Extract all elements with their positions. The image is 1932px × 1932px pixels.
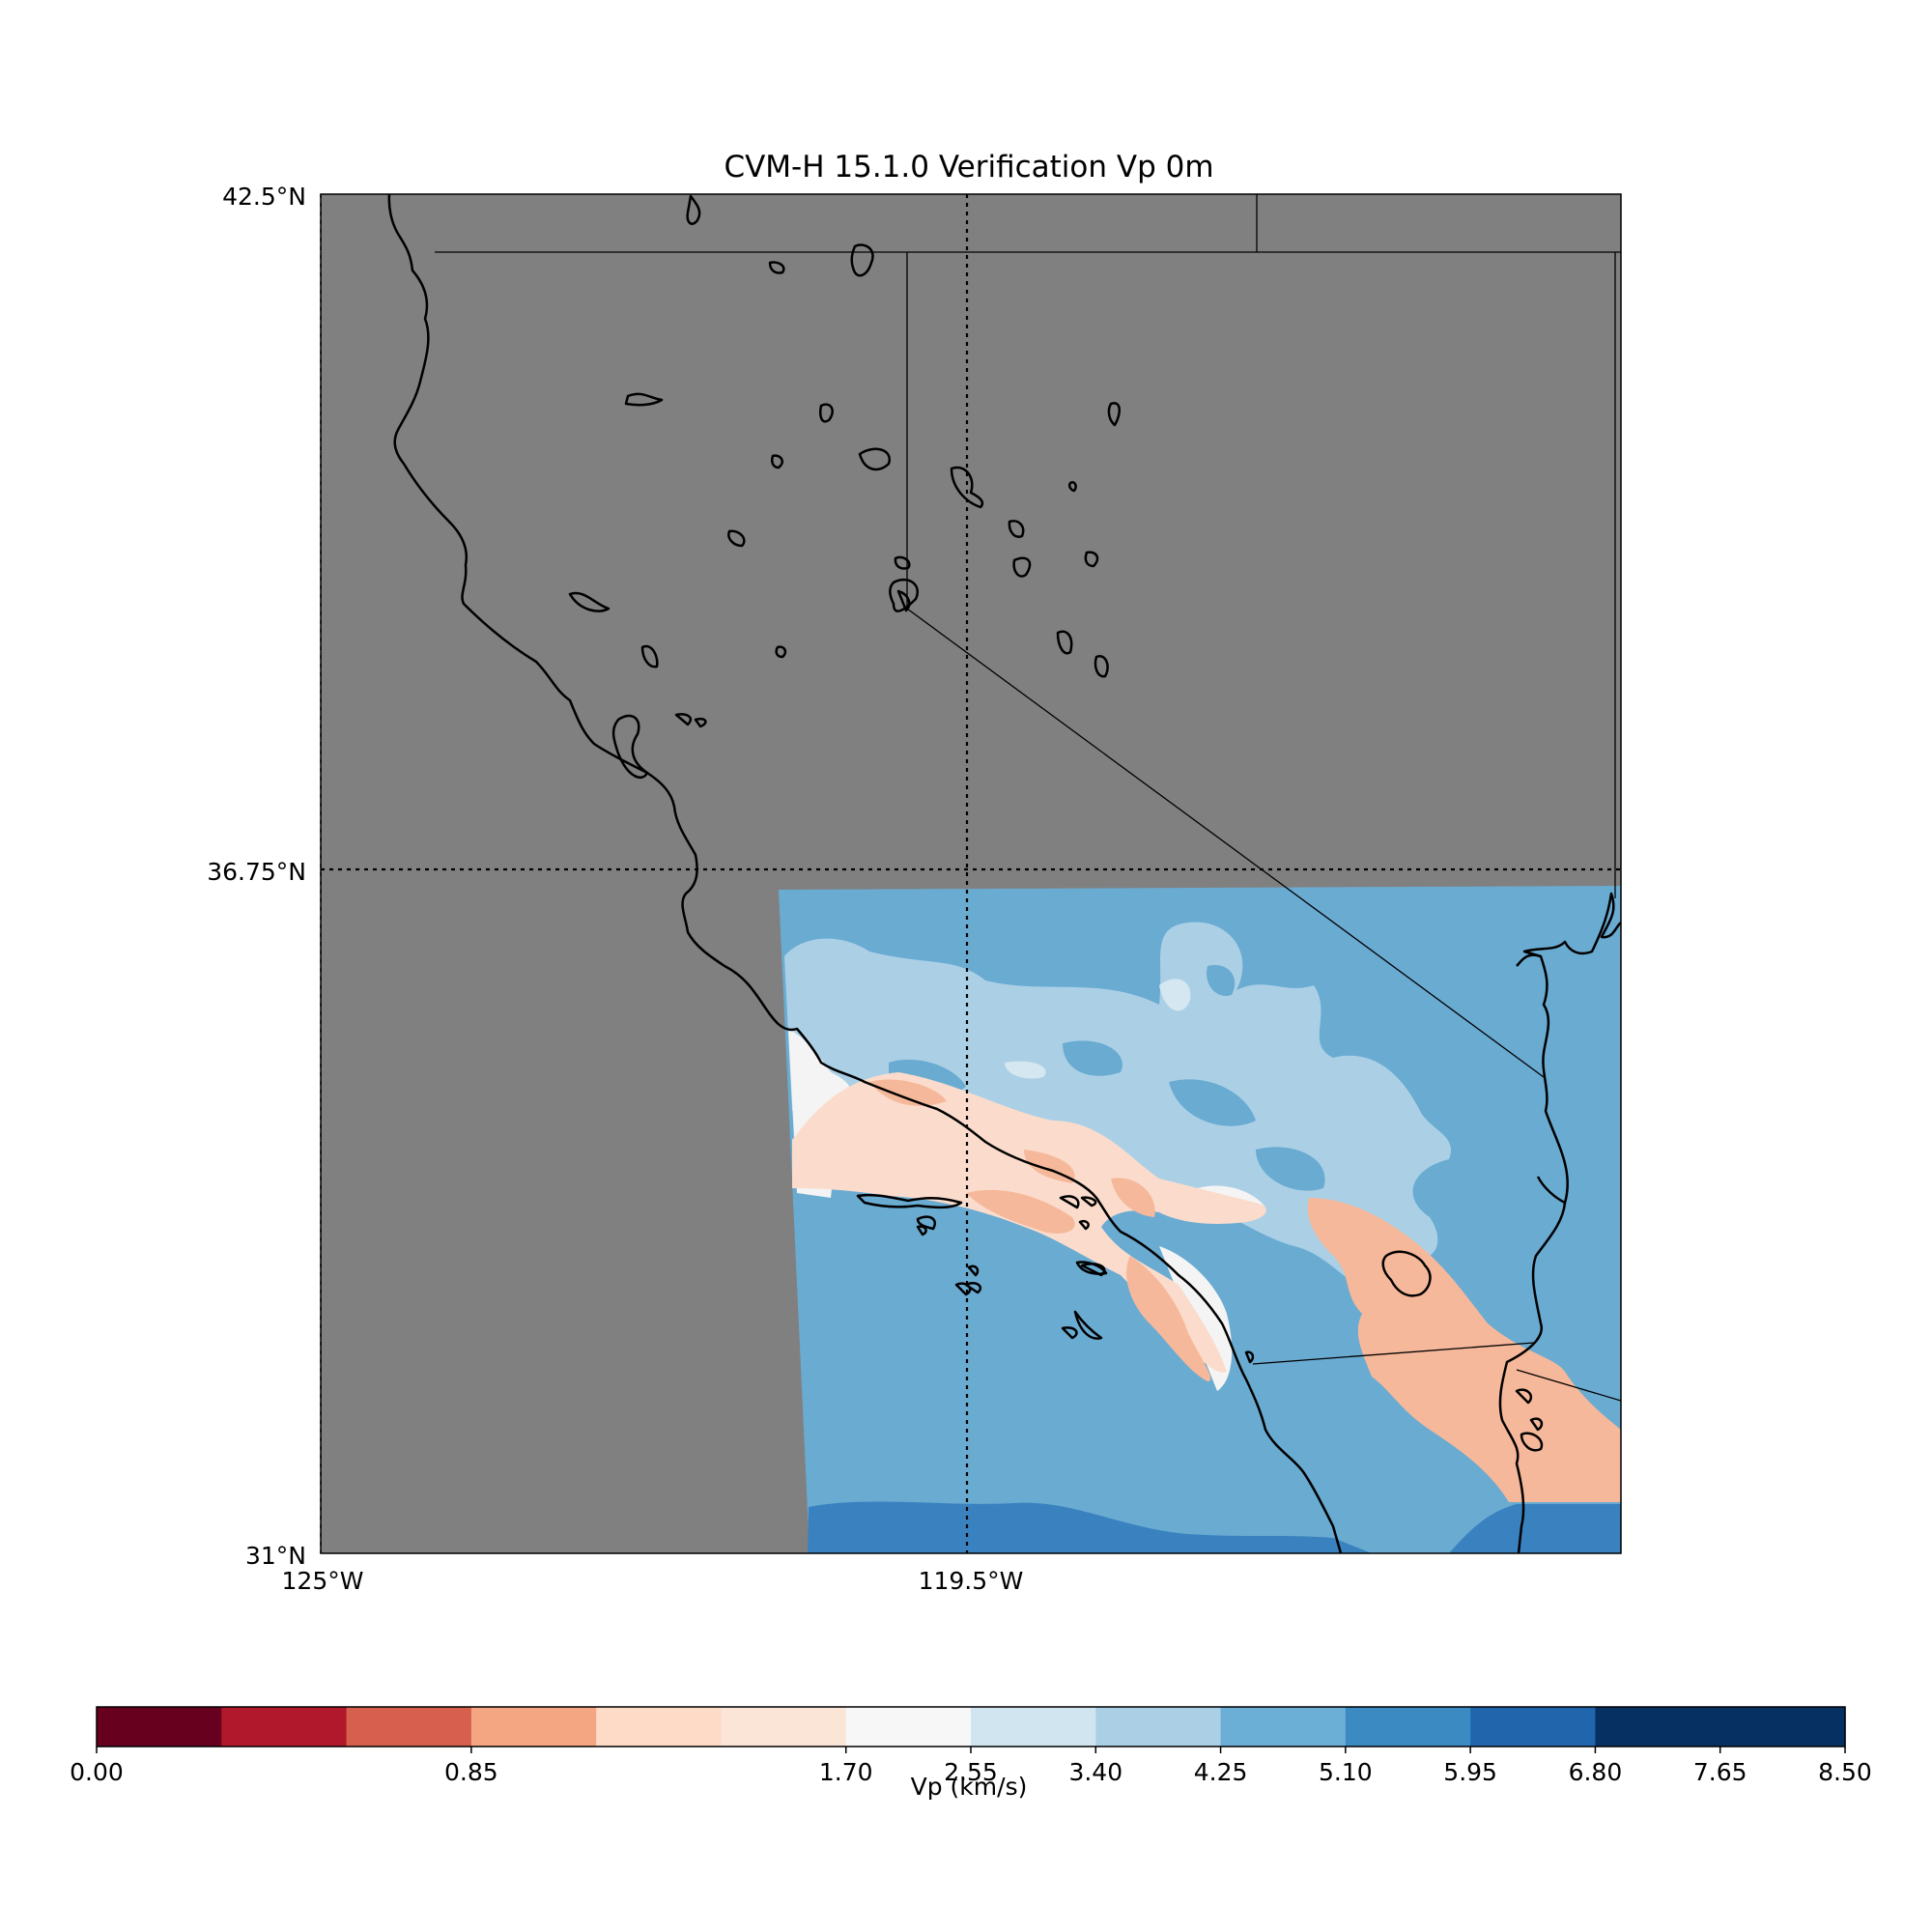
colorbar-tick-label: 0.00 [70, 1758, 124, 1786]
map-panel [320, 193, 1622, 1554]
colorbar-segment [346, 1707, 472, 1747]
colorbar-label: Vp (km/s) [911, 1773, 1028, 1801]
lat-tick-label: 31°N [245, 1542, 306, 1570]
colorbar-tick-label: 6.80 [1569, 1758, 1623, 1786]
lon-tick-label: 125°W [282, 1567, 364, 1595]
colorbar-tick-label: 8.50 [1818, 1758, 1872, 1786]
colorbar-segment [221, 1707, 348, 1747]
colorbar-tick-label: 7.65 [1693, 1758, 1747, 1786]
vp-pocket-4 [1169, 1079, 1256, 1126]
colorbar-segment [97, 1707, 222, 1747]
vp-pocket-2 [1063, 1040, 1122, 1076]
colorbar-segment [1719, 1707, 1846, 1747]
vp-pocket-light-2 [1005, 1061, 1046, 1079]
colorbar-tick-label: 4.25 [1194, 1758, 1248, 1786]
colorbar-tick-label: 1.70 [819, 1758, 873, 1786]
vp-pocket-3 [1207, 965, 1236, 996]
colorbar-segment [470, 1707, 597, 1747]
colorbar-segment [845, 1707, 972, 1747]
lat-tick-label: 36.75°N [207, 858, 306, 886]
lon-tick-label: 119.5°W [919, 1567, 1024, 1595]
lat-tick-label: 42.5°N [222, 183, 306, 211]
colorbar-tick-label: 5.95 [1443, 1758, 1497, 1786]
colorbar-tick-label: 0.85 [444, 1758, 498, 1786]
colorbar: 0.00 0.85 1.70 2.55 3.40 4.25 5.10 5.95 6.80 7.65… [70, 1706, 1872, 1786]
colorbar-segment [1220, 1707, 1347, 1747]
colorbar-tick-label: 3.40 [1068, 1758, 1122, 1786]
colorbar-segment [1345, 1707, 1471, 1747]
vp-pocket-5 [1256, 1147, 1325, 1191]
vp-pocket-light [1159, 979, 1191, 1011]
gridlines [321, 194, 1621, 1553]
coastline [387, 194, 1621, 1553]
colorbar-tick-label: 5.10 [1319, 1758, 1373, 1786]
vp-region-deep [808, 1501, 1372, 1553]
colorbar-segment [971, 1707, 1096, 1747]
vp-region-sediment [869, 1079, 1211, 1381]
vp-region-deep-se [1449, 1504, 1621, 1553]
borders [435, 194, 1621, 1402]
colorbar-segment [1470, 1707, 1597, 1747]
vp-region-basement [784, 922, 1452, 1299]
colorbar-segment [596, 1707, 723, 1747]
chart-title: CVM-H 15.1.0 Verification Vp 0m [724, 150, 1213, 185]
colorbar-segment [1095, 1707, 1222, 1747]
colorbar-segment [721, 1707, 847, 1747]
colorbar-segment [1595, 1707, 1721, 1747]
colorbar-tick-label: 2.55 [944, 1758, 998, 1786]
